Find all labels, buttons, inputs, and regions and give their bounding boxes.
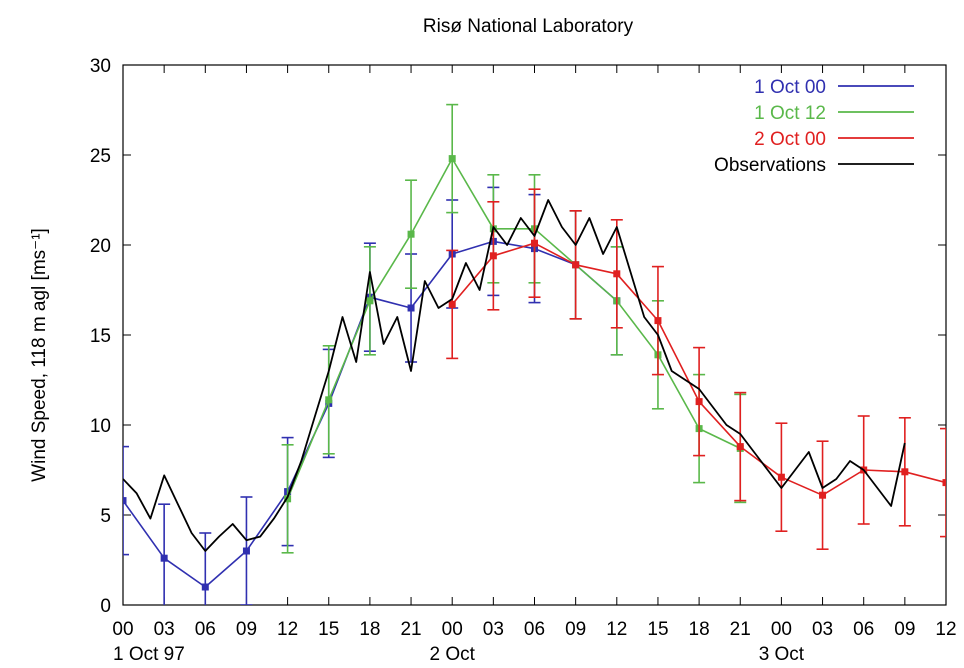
series-layer xyxy=(123,103,946,605)
y-tick-label: 10 xyxy=(90,416,111,437)
legend: 1 Oct 00 1 Oct 12 2 Oct 00 Observations xyxy=(714,77,914,176)
y-tick-label: 5 xyxy=(100,506,111,527)
x-tick-label: 03 xyxy=(812,619,833,640)
data-point xyxy=(201,583,209,591)
x-tick-label: 09 xyxy=(565,619,586,640)
x-tick-label: 18 xyxy=(689,619,710,640)
x-tick-label: 03 xyxy=(483,619,504,640)
data-point xyxy=(531,239,538,247)
x-tick-label: 12 xyxy=(606,619,627,640)
data-point xyxy=(448,155,456,163)
series-observations xyxy=(123,199,906,552)
x-tick-label: 06 xyxy=(524,619,545,640)
data-point xyxy=(407,230,415,238)
x-tick-label: 03 xyxy=(154,619,175,640)
chart-title: Risø National Laboratory xyxy=(423,16,634,37)
x-tick-label: 09 xyxy=(894,619,915,640)
y-tick-label: 0 xyxy=(100,596,111,617)
data-point xyxy=(407,304,415,312)
data-point xyxy=(942,479,946,487)
data-point xyxy=(654,317,662,325)
x-tick-label: 09 xyxy=(236,619,257,640)
data-point xyxy=(901,468,909,476)
data-point xyxy=(736,443,744,451)
x-tick-label: 21 xyxy=(730,619,751,640)
data-point xyxy=(160,554,168,562)
x-tick-label: 00 xyxy=(442,619,463,640)
legend-label: 1 Oct 12 xyxy=(754,103,826,124)
legend-label: 2 Oct 00 xyxy=(754,129,826,150)
data-point xyxy=(325,396,333,404)
x-tick-label: 15 xyxy=(318,619,339,640)
series-line xyxy=(123,199,906,552)
data-point xyxy=(448,300,456,308)
data-point xyxy=(242,547,250,555)
data-point xyxy=(284,495,292,503)
x-tick-label: 21 xyxy=(400,619,421,640)
date-label: 1 Oct 97 xyxy=(113,644,185,665)
data-point xyxy=(819,491,827,499)
data-point xyxy=(695,398,703,406)
x-tick-label: 06 xyxy=(853,619,874,640)
data-point xyxy=(366,297,374,305)
series-line xyxy=(286,157,741,500)
y-tick-label: 15 xyxy=(90,326,111,347)
y-tick-label: 20 xyxy=(90,236,111,257)
data-point xyxy=(489,252,497,260)
y-axis-label: Wind Speed, 118 m agl [ms⁻¹] xyxy=(29,228,50,482)
y-tick-label: 25 xyxy=(90,146,111,167)
x-tick-label: 00 xyxy=(771,619,792,640)
legend-label: Observations xyxy=(714,155,826,176)
date-label: 3 Oct xyxy=(759,644,805,665)
x-tick-label: 12 xyxy=(935,619,956,640)
series-1-oct-12 xyxy=(281,103,747,554)
x-tick-label: 00 xyxy=(112,619,133,640)
x-tick-label: 18 xyxy=(359,619,380,640)
legend-label: 1 Oct 00 xyxy=(754,77,826,98)
x-tick-label: 12 xyxy=(277,619,298,640)
data-point xyxy=(123,497,127,505)
y-tick-label: 30 xyxy=(90,56,111,77)
x-tick-label: 06 xyxy=(195,619,216,640)
data-point xyxy=(572,261,580,269)
axes: 0 5 10 15 20 25 30 00 03 06 09 12 15 18 21 00 03 06 09 12 15… xyxy=(90,56,957,665)
data-point xyxy=(777,473,785,481)
series-2-oct-00 xyxy=(446,188,946,551)
x-tick-label: 15 xyxy=(647,619,668,640)
date-label: 2 Oct xyxy=(429,644,475,665)
data-point xyxy=(613,270,621,278)
